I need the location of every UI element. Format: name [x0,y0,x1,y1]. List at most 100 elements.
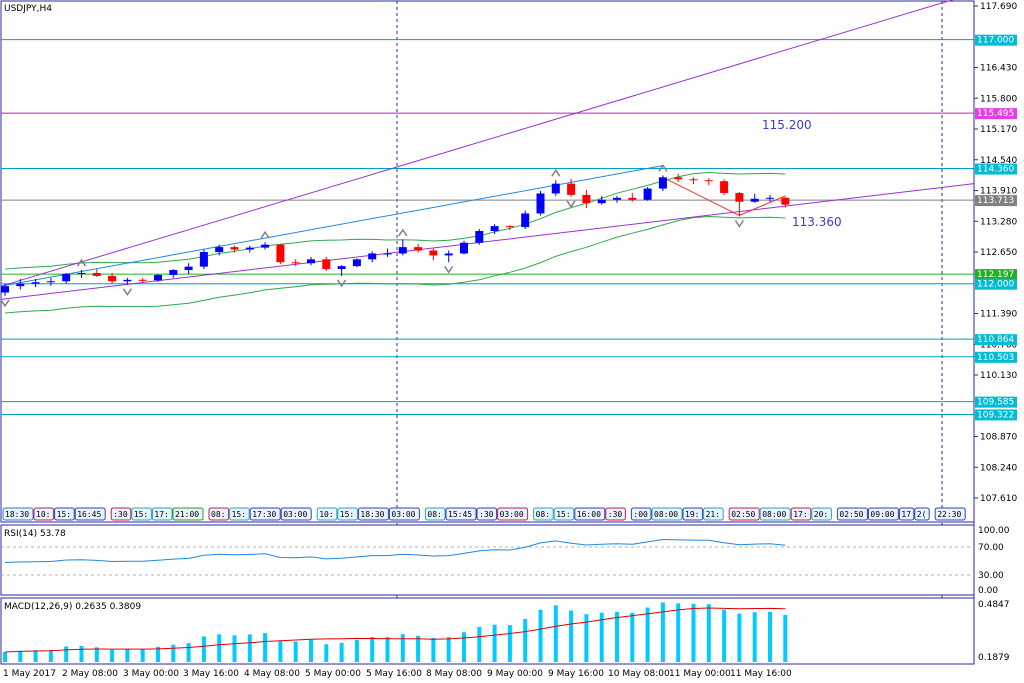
rsi-panel[interactable]: RSI(14) 53.78 100.00 70.00 30.00 0.00 [0,524,1010,596]
time-label: 2 May 08:00 [62,669,118,679]
timeline-box [33,507,55,521]
timeline-label: 18:30 [360,510,384,519]
timeline-box [357,507,389,521]
timeline-box [605,507,626,521]
time-label: 1 May 2017 [3,669,56,679]
timeline-box [533,507,554,521]
macd-bar [293,641,298,662]
price-tick-label: 108.870 [980,433,1017,443]
candle-bull [536,193,545,214]
channel-lower-label: 113.360 [792,215,842,229]
candle-bull [398,247,407,254]
price-tick-label: 116.430 [980,64,1017,74]
timeline-label: 10: [319,510,333,519]
candle-bull [199,252,208,267]
macd-bar [370,637,375,662]
fractal-down-icon [336,279,347,288]
candle-bull [77,272,86,274]
candle-bull [460,242,468,254]
timeline-label: 19: [685,510,699,519]
band-lower [4,215,786,314]
price-panel[interactable]: 18:30 10: 15: 16:45:30 15: 17: 21:00 08: 15: 17:3… [0,0,975,664]
macd-bar [156,646,160,662]
macd-bar [339,642,344,662]
time-label: 3 May 16:00 [183,669,239,679]
timeline-box [553,507,575,521]
price-axis[interactable]: 117.690 116.430 115.800 115.170 114.540 113.9… [973,1,1017,664]
candle-bull [490,226,499,232]
timeline-box [867,507,899,521]
candle-bull [750,198,759,202]
timeline-label: 15: [340,510,354,519]
candle-bull [154,274,162,281]
price-tick-label: 117.690 [980,2,1017,12]
macd-bar [691,603,696,662]
macd-bar [186,643,191,662]
candle-bull [444,253,453,256]
macd-bar [217,634,222,662]
price-panel-frame [0,0,975,523]
candle-bull [16,283,25,287]
candle-bear [567,183,576,195]
candle-bull [337,266,346,270]
candle-bear [505,226,514,228]
price-tag-label: 110.503 [977,353,1014,363]
fractal-down-icon [444,265,454,274]
candle-bear [92,272,101,276]
timeline-box [703,507,724,521]
macd-bar [706,604,711,662]
rsi-line [4,538,786,563]
candles [1,173,790,296]
candle-bear [674,177,683,180]
timeline-box [574,507,606,521]
timeline-label: 03:00 [500,510,524,519]
price-tag-label: 112.197 [977,270,1014,280]
channel-lower [0,183,975,300]
price-tags: 117.000 115.495 114.360 113.713 112.197112.0… [975,34,1017,421]
candle-bull [613,197,621,200]
time-label: 5 May 00:00 [305,669,361,679]
timeline-box [682,507,704,521]
price-tick-label: 114.540 [980,156,1017,166]
macd-bar [324,644,329,662]
macd-bar [309,639,313,662]
rsi-panel-frame [0,524,975,596]
price-tag-label: 115.495 [977,109,1014,119]
timeline-label: 22:30 [937,510,961,519]
price-tag [975,34,1017,46]
macd-bar [752,612,757,662]
macd-bar [110,649,115,662]
candle-bull [643,188,652,200]
macd-bar [125,649,130,662]
time-axis[interactable]: 1 May 2017 2 May 08:00 3 May 00:00 3 May 16… [3,669,792,679]
candle-bear [230,247,239,250]
macd-panel[interactable]: MACD(12,26,9) 0.2635 0.3809 0.4847 0.187… [0,597,1010,665]
macd-bar [400,634,405,662]
macd-bar [492,624,497,662]
candle-bear [720,181,729,193]
price-tick-label: 113.910 [980,187,1017,197]
timeline-box [497,507,529,521]
timeline-box [74,507,106,521]
candle-bull [307,259,315,264]
timeline-label: 15: [556,510,570,519]
macd-bar [354,639,359,662]
macd-bar [232,635,237,662]
macd-bar [507,625,512,662]
price-tick-label: 115.800 [980,94,1017,104]
candle-bear [582,194,591,204]
fractal-arrows [0,164,745,308]
macd-bar [64,646,69,662]
candle-bull [368,253,377,260]
timeline-label: 02:50 [839,510,863,519]
macd-tick-bottom: 0.1879 [978,653,1010,663]
rsi-tick-30: 30.00 [978,571,1004,581]
macd-bar [523,618,528,662]
price-tick-label: 110.760 [980,340,1017,350]
timeline-label: 03:00 [283,510,307,519]
timeline-box [424,507,446,521]
time-label: 11 May 00:00 [669,669,731,679]
candle-bear [291,262,300,264]
macd-bar [722,609,727,662]
